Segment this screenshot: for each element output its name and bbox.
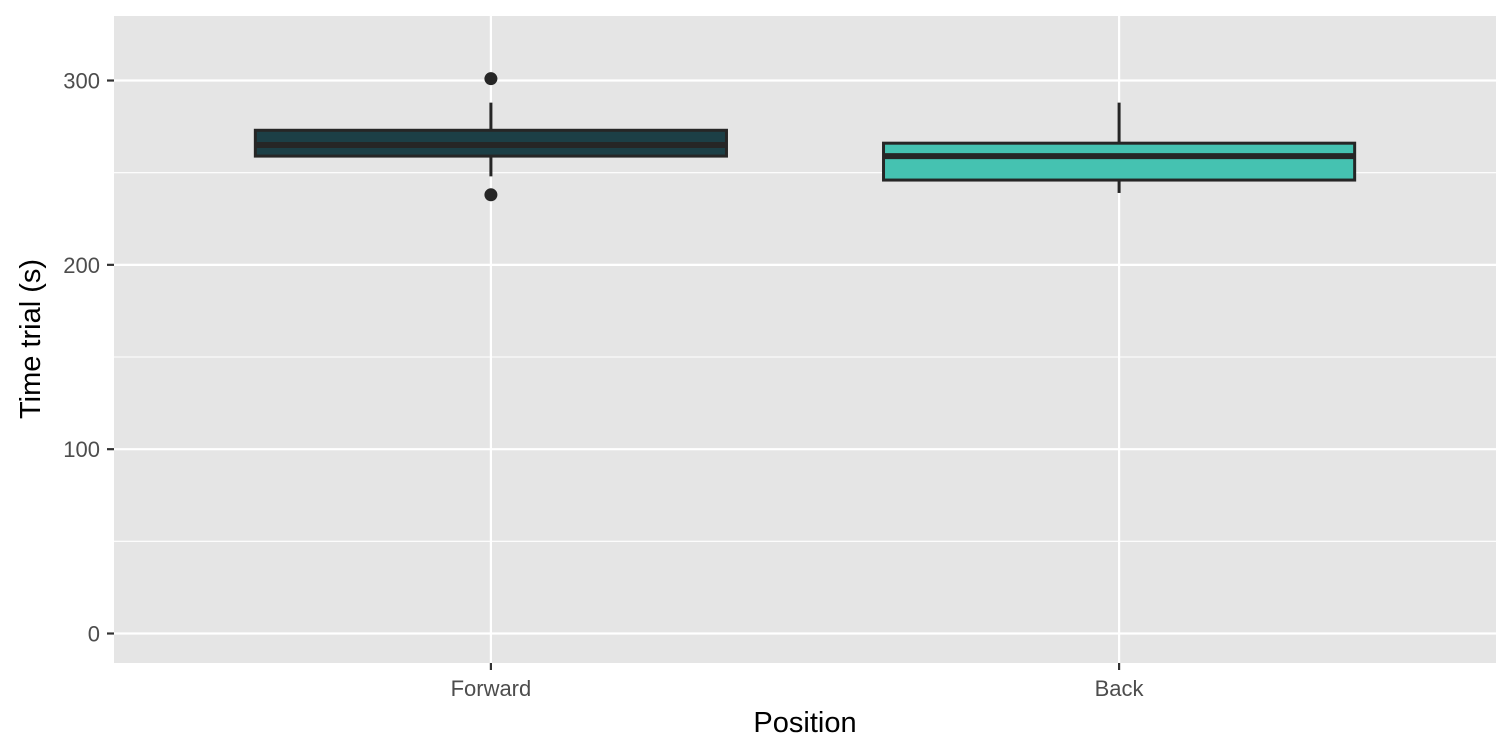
y-axis: 0 100 200 300	[63, 69, 114, 647]
x-axis: Forward Back	[451, 663, 1145, 701]
x-tick-label: Back	[1095, 676, 1145, 701]
y-tick-label: 300	[63, 69, 100, 94]
box-forward	[253, 72, 728, 202]
plot-panel	[114, 16, 1496, 663]
box-iqr	[882, 141, 1357, 182]
y-tick-label: 100	[63, 437, 100, 462]
y-axis-title: Time trial (s)	[15, 259, 47, 419]
y-tick-label: 200	[63, 253, 100, 278]
major-gridlines	[114, 16, 1496, 663]
x-axis-title: Position	[753, 707, 856, 739]
outlier-point	[484, 72, 498, 86]
x-tick-label: Forward	[451, 676, 532, 701]
box-back	[882, 102, 1357, 193]
y-tick-label: 0	[88, 622, 100, 647]
boxes-layer	[253, 72, 1357, 202]
outlier-point	[484, 188, 498, 202]
